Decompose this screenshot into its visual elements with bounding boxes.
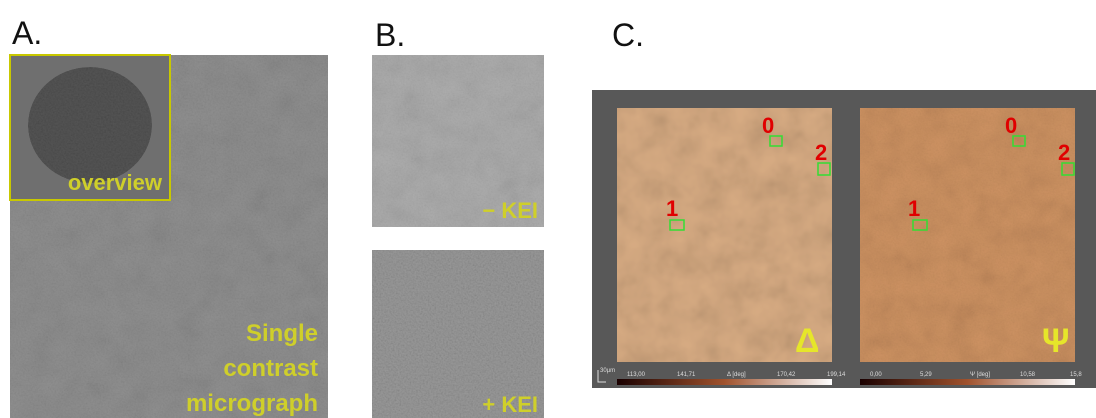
colorbar-label: 0,00 [870,372,882,378]
caption-line: contrast [223,355,318,382]
colorbar-label: 141,71 [677,372,696,378]
colorbar-label: 15,8 [1070,372,1082,378]
panel-label: C. [612,17,644,53]
kei-label: + KEI [482,392,538,417]
caption-line: Single [246,320,318,347]
roi-label: 0 [1005,113,1017,138]
colorbar-label: Ψ [deg] [970,372,990,378]
panel-label: A. [12,15,42,51]
colorbar-label: 10,58 [1020,372,1036,378]
colorbar [617,379,832,385]
scale-label: 30µm [600,368,615,374]
roi-label: 0 [762,113,774,138]
colorbar-label: 170,42 [777,372,796,378]
roi-label: 2 [1058,140,1070,165]
map-symbol: Δ [795,322,819,360]
figure: A. overview Single contrast micrograph B… [0,0,1096,418]
overview-label: overview [68,170,163,195]
overview-blob [28,67,152,183]
colorbar-label: 113,00 [627,372,646,378]
colorbar-label: Δ [deg] [727,372,746,378]
roi-label: 2 [815,140,827,165]
colorbar [860,379,1075,385]
roi-label: 1 [908,196,920,221]
map-symbol: Ψ [1042,322,1070,360]
colorbar-label: 5,29 [920,372,932,378]
caption-line: micrograph [186,390,318,417]
roi-label: 1 [666,196,678,221]
colorbar-label: 199,14 [827,372,846,378]
panel-label: B. [375,17,405,53]
kei-label: − KEI [482,198,538,223]
